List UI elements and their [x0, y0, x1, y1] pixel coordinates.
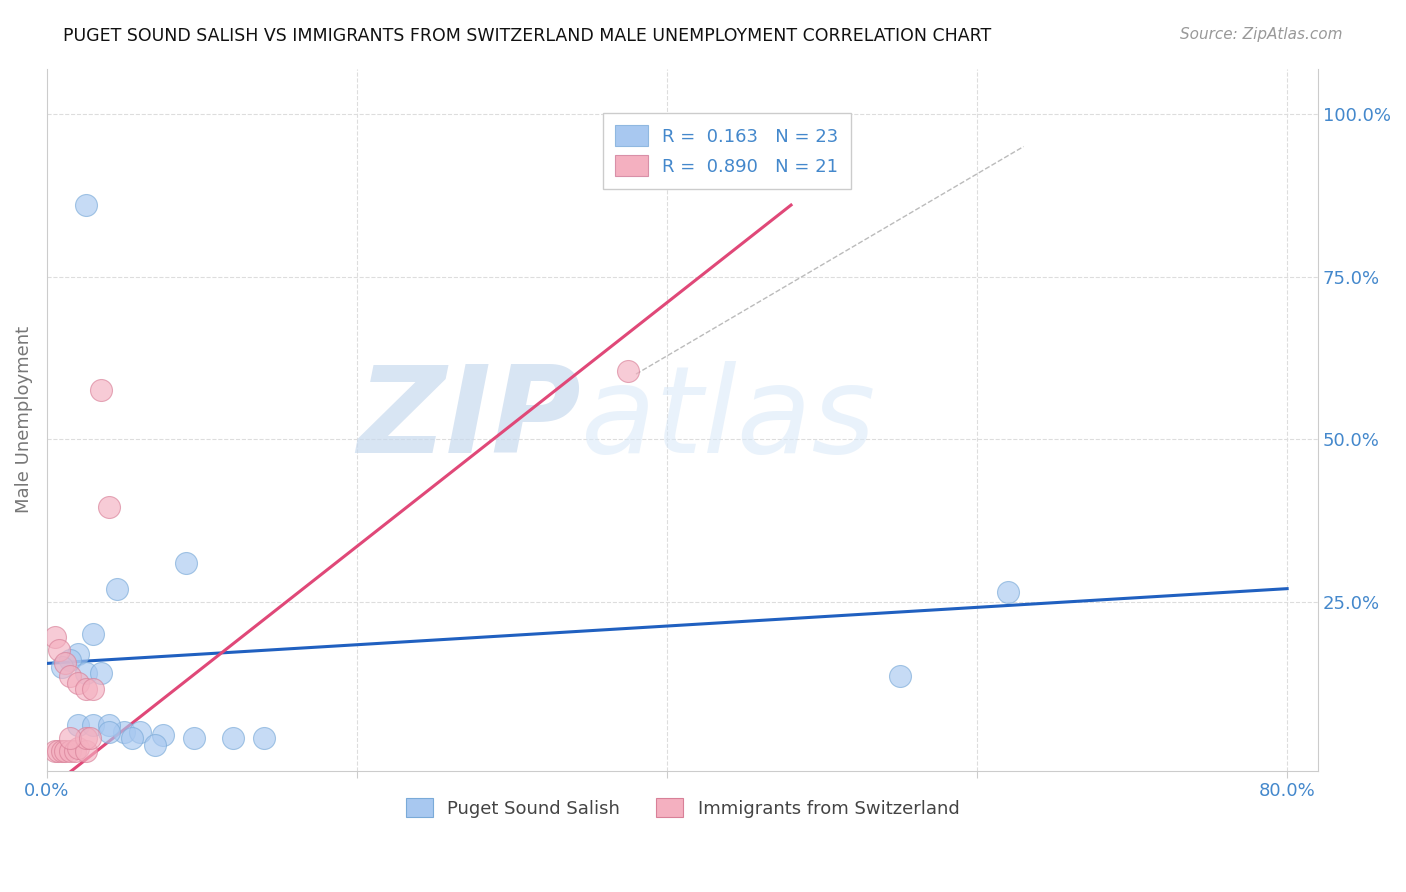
Point [51, 744, 73, 758]
Point [75, 682, 97, 697]
Point [82, 718, 104, 732]
Point [97, 500, 120, 515]
Point [222, 731, 245, 746]
Point [66, 718, 89, 732]
Point [129, 724, 152, 739]
Point [59, 744, 82, 758]
Point [46, 744, 69, 758]
Point [112, 724, 135, 739]
Point [51, 659, 73, 673]
Point [176, 556, 198, 570]
Point [75, 744, 97, 758]
Point [253, 731, 276, 746]
Point [97, 724, 120, 739]
Point [105, 582, 128, 596]
Text: atlas: atlas [581, 361, 876, 478]
Point [59, 669, 82, 683]
Point [63, 744, 86, 758]
Point [59, 653, 82, 667]
Text: PUGET SOUND SALISH VS IMMIGRANTS FROM SWITZERLAND MALE UNEMPLOYMENT CORRELATION : PUGET SOUND SALISH VS IMMIGRANTS FROM SW… [63, 27, 991, 45]
Point [66, 676, 89, 690]
Point [889, 669, 911, 683]
Point [82, 682, 104, 697]
Text: ZIP: ZIP [357, 361, 581, 478]
Point [48, 643, 70, 657]
Point [66, 647, 89, 661]
Point [75, 731, 97, 746]
Point [145, 738, 167, 752]
Point [121, 731, 143, 746]
Point [79, 731, 101, 746]
Legend: Puget Sound Salish, Immigrants from Switzerland: Puget Sound Salish, Immigrants from Swit… [398, 791, 967, 825]
Point [55, 744, 77, 758]
Point [90, 384, 112, 398]
Point [82, 627, 104, 641]
Point [44, 744, 66, 758]
Point [617, 364, 640, 378]
Point [75, 198, 97, 212]
Point [75, 666, 97, 681]
Point [66, 740, 89, 755]
Y-axis label: Male Unemployment: Male Unemployment [15, 326, 32, 513]
Point [44, 631, 66, 645]
Point [152, 728, 174, 742]
Point [55, 657, 77, 671]
Point [97, 718, 120, 732]
Text: Source: ZipAtlas.com: Source: ZipAtlas.com [1180, 27, 1343, 42]
Point [183, 731, 205, 746]
Point [59, 731, 82, 746]
Point [997, 585, 1019, 599]
Point [90, 666, 112, 681]
